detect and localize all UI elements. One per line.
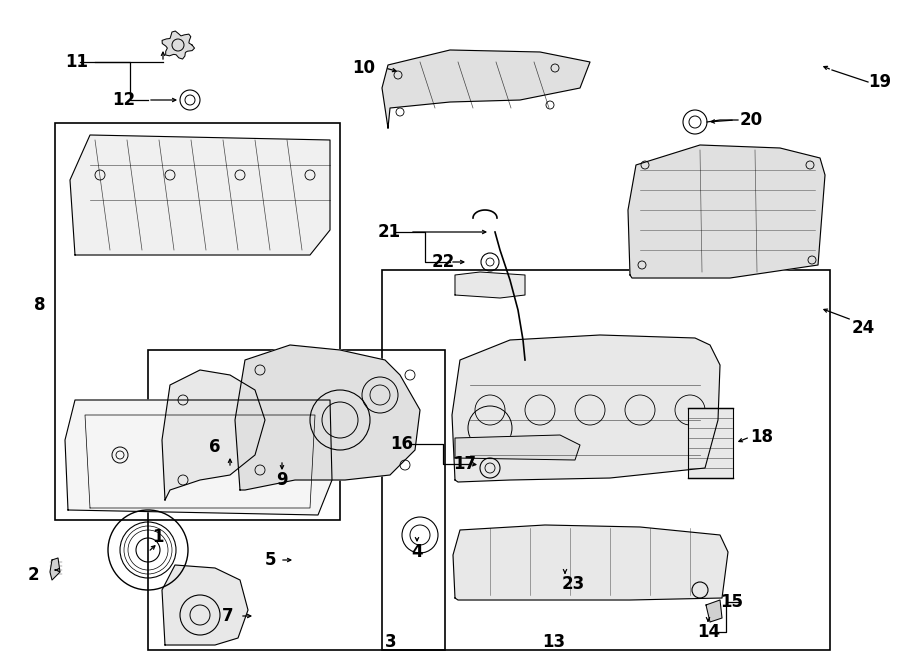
Polygon shape: [455, 272, 525, 298]
Bar: [55, 123, 340, 520]
Text: 19: 19: [868, 73, 891, 91]
Text: 18: 18: [750, 428, 773, 446]
Text: 23: 23: [562, 575, 585, 593]
Text: 12: 12: [112, 91, 135, 109]
Bar: [382, 270, 830, 650]
Text: 24: 24: [852, 319, 875, 337]
Text: 7: 7: [222, 607, 234, 625]
Text: 14: 14: [697, 623, 720, 641]
Bar: [148, 350, 445, 650]
Text: 4: 4: [411, 543, 423, 561]
Text: 22: 22: [432, 253, 455, 271]
Text: 10: 10: [352, 59, 375, 77]
Text: 20: 20: [740, 111, 763, 129]
Polygon shape: [162, 565, 248, 645]
Polygon shape: [628, 145, 825, 278]
Text: 9: 9: [276, 471, 288, 489]
Text: 16: 16: [390, 435, 413, 453]
Polygon shape: [455, 435, 580, 460]
Polygon shape: [65, 400, 332, 515]
Text: 8: 8: [33, 296, 45, 314]
Polygon shape: [162, 370, 265, 500]
Text: 17: 17: [453, 455, 476, 473]
Bar: [688, 408, 733, 478]
Polygon shape: [382, 50, 590, 128]
Text: 2: 2: [27, 566, 39, 584]
Text: 13: 13: [542, 633, 565, 651]
Polygon shape: [235, 345, 420, 490]
Polygon shape: [706, 600, 722, 622]
Text: 11: 11: [65, 53, 88, 71]
Polygon shape: [453, 525, 728, 600]
Text: 5: 5: [265, 551, 275, 569]
Polygon shape: [70, 135, 330, 255]
Polygon shape: [452, 335, 720, 482]
Text: 21: 21: [378, 223, 401, 241]
Polygon shape: [50, 558, 60, 580]
Text: 1: 1: [152, 528, 164, 546]
Text: 6: 6: [210, 438, 220, 456]
Text: 3: 3: [385, 633, 397, 651]
Polygon shape: [162, 31, 194, 59]
Text: 15: 15: [720, 593, 743, 611]
